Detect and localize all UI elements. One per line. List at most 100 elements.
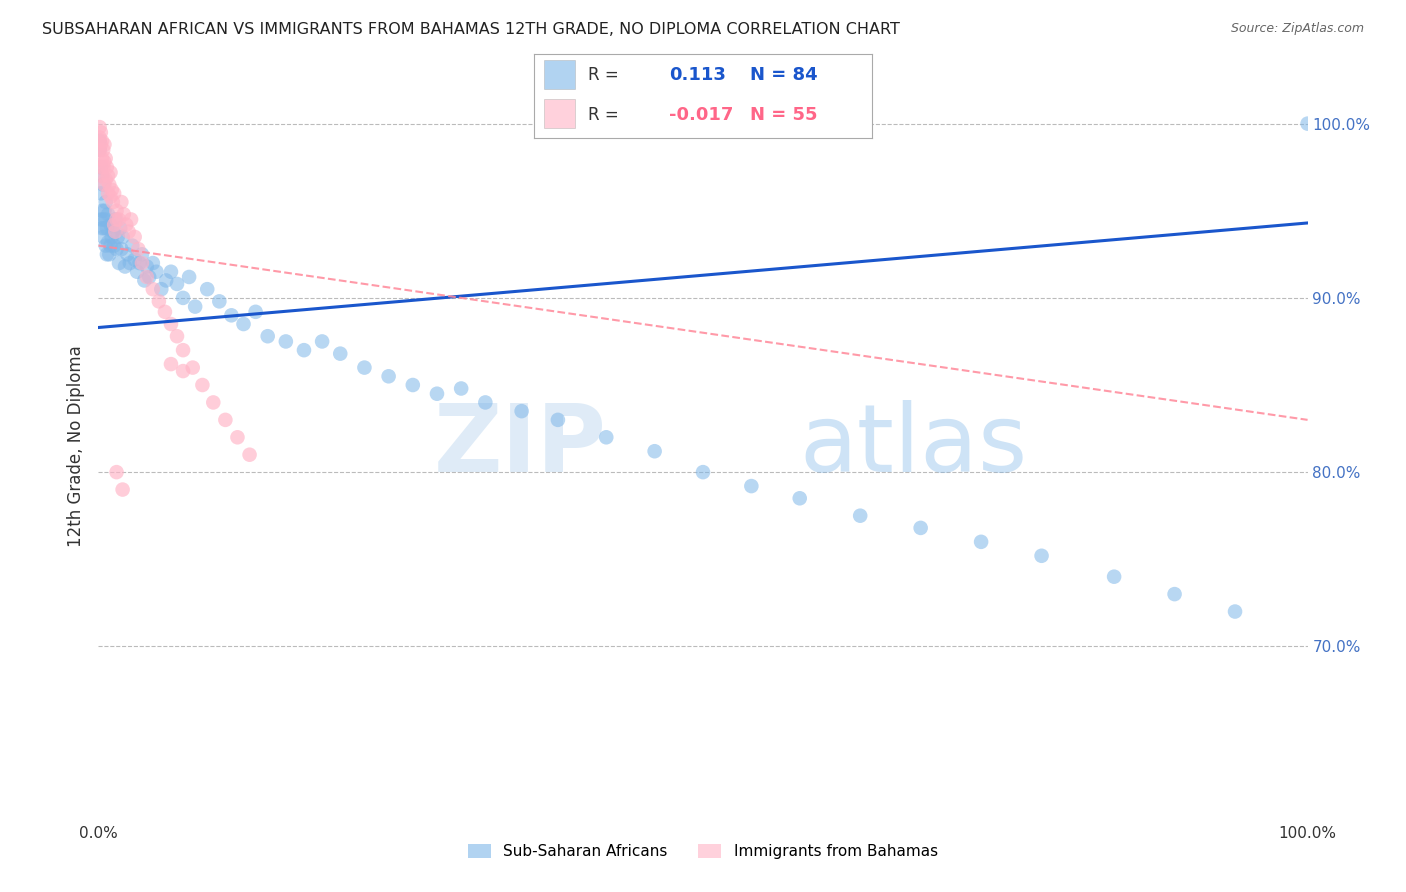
Point	[256, 329, 278, 343]
Point	[89, 120, 111, 135]
Point	[1296, 117, 1319, 131]
Point	[91, 169, 114, 183]
Point	[114, 260, 136, 274]
Point	[115, 218, 138, 232]
Point	[121, 238, 143, 252]
Point	[94, 212, 117, 227]
Point	[91, 160, 114, 174]
Point	[232, 317, 254, 331]
Point	[214, 413, 236, 427]
Point	[191, 378, 214, 392]
Point	[1223, 605, 1246, 619]
Point	[150, 282, 173, 296]
Text: -0.017: -0.017	[669, 105, 734, 123]
Point	[160, 265, 183, 279]
Point	[90, 160, 112, 174]
Point	[89, 143, 111, 157]
Point	[91, 221, 114, 235]
Point	[110, 195, 132, 210]
Point	[166, 329, 188, 343]
Point	[184, 300, 207, 314]
Point	[108, 212, 131, 227]
Point	[93, 178, 115, 192]
Point	[245, 305, 267, 319]
Point	[103, 186, 125, 201]
Point	[239, 448, 262, 462]
Point	[90, 186, 112, 201]
Point	[105, 212, 128, 227]
Point	[90, 212, 112, 227]
Point	[127, 242, 149, 256]
Point	[292, 343, 315, 358]
Point	[91, 134, 114, 148]
Point	[127, 265, 149, 279]
Point	[91, 152, 114, 166]
Point	[94, 152, 117, 166]
Point	[155, 273, 177, 287]
Point	[134, 273, 156, 287]
Point	[377, 369, 399, 384]
Point	[124, 252, 146, 267]
Point	[100, 230, 122, 244]
Point	[98, 178, 121, 192]
Text: SUBSAHARAN AFRICAN VS IMMIGRANTS FROM BAHAMAS 12TH GRADE, NO DIPLOMA CORRELATION: SUBSAHARAN AFRICAN VS IMMIGRANTS FROM BA…	[42, 22, 900, 37]
Point	[101, 195, 124, 210]
Point	[202, 395, 225, 409]
Point	[547, 413, 569, 427]
Point	[353, 360, 375, 375]
Point	[100, 190, 122, 204]
Point	[91, 230, 114, 244]
Point	[118, 256, 141, 270]
Point	[94, 195, 117, 210]
Point	[172, 291, 194, 305]
Text: Source: ZipAtlas.com: Source: ZipAtlas.com	[1230, 22, 1364, 36]
Point	[94, 172, 117, 186]
Point	[112, 207, 135, 221]
Point	[135, 260, 157, 274]
Legend: Sub-Saharan Africans, Immigrants from Bahamas: Sub-Saharan Africans, Immigrants from Ba…	[463, 838, 943, 865]
Point	[595, 430, 617, 444]
Point	[426, 386, 449, 401]
Point	[101, 225, 124, 239]
Point	[91, 169, 114, 183]
Point	[91, 203, 114, 218]
Point	[111, 483, 134, 497]
Point	[789, 491, 811, 506]
Point	[96, 221, 118, 235]
Point	[208, 294, 231, 309]
Point	[120, 212, 142, 227]
Point	[510, 404, 533, 418]
Point	[166, 277, 188, 291]
Point	[110, 242, 132, 256]
Point	[221, 308, 243, 322]
Point	[97, 207, 120, 221]
Point	[329, 346, 352, 360]
Point	[89, 134, 111, 148]
Point	[181, 360, 204, 375]
Point	[105, 203, 128, 218]
Point	[118, 225, 141, 239]
Point	[96, 247, 118, 261]
FancyBboxPatch shape	[544, 99, 575, 128]
Point	[131, 247, 153, 261]
Point	[90, 160, 112, 174]
Point	[138, 270, 160, 285]
Point	[172, 343, 194, 358]
Point	[160, 317, 183, 331]
Point	[910, 521, 932, 535]
Point	[145, 265, 167, 279]
Text: N = 84: N = 84	[751, 66, 818, 84]
Point	[450, 382, 472, 396]
Point	[311, 334, 333, 349]
Point	[111, 230, 134, 244]
FancyBboxPatch shape	[544, 61, 575, 89]
Point	[105, 465, 128, 479]
Text: atlas: atlas	[800, 400, 1028, 492]
Point	[97, 169, 120, 183]
Point	[692, 465, 714, 479]
Point	[90, 125, 112, 139]
Point	[226, 430, 249, 444]
Point	[131, 256, 153, 270]
Point	[195, 282, 218, 296]
Point	[98, 247, 121, 261]
